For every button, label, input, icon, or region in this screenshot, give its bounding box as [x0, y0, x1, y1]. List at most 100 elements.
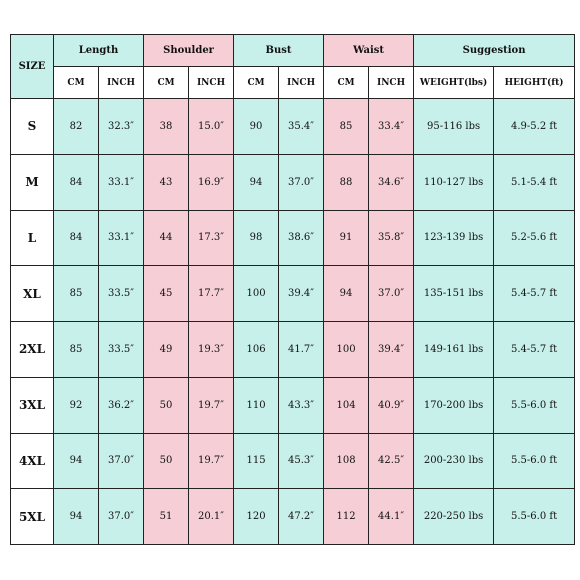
- table-cell: 37.0″: [368, 265, 415, 322]
- unit-header: CM: [53, 66, 99, 99]
- table-row: 4XL 94 37.0″ 50 19.7″ 115 45.3″ 108 42.5″ 200-230…: [10, 432, 576, 490]
- group-header-shoulder: Shoulder: [143, 34, 235, 67]
- group-header-bust: Bust: [233, 34, 325, 67]
- table-cell: 35.4″: [278, 98, 325, 155]
- size-chart-table: SIZE Length Shoulder Bust Waist Suggesti…: [10, 34, 576, 545]
- table-cell: 33.1″: [97, 209, 145, 267]
- table-cell: 5.4-5.7 ft: [493, 265, 576, 322]
- table-row: 5XL 94 37.0″ 51 20.1″ 120 47.2″ 112 44.1″ 220-250…: [10, 488, 576, 545]
- unit-header: INCH: [278, 66, 325, 99]
- table-cell: 39.4″: [368, 321, 415, 378]
- table-cell: 43.3″: [278, 376, 325, 434]
- table-cell: 88: [323, 153, 370, 211]
- table-cell: 20.1″: [188, 488, 235, 545]
- table-cell: 47.2″: [278, 488, 325, 545]
- table-cell: 37.0″: [97, 488, 145, 545]
- size-label: M: [10, 153, 54, 211]
- table-cell: 45: [143, 265, 190, 322]
- table-cell: 200-230 lbs: [413, 432, 495, 490]
- table-cell: 110: [233, 376, 280, 434]
- unit-header: HEIGHT(ft): [493, 66, 576, 99]
- table-cell: 5.2-5.6 ft: [493, 209, 576, 267]
- size-label: L: [10, 209, 54, 267]
- table-body: S 82 32.3″ 38 15.0″ 90 35.4″ 85 33.4″ 95-116 lbs 4…: [10, 98, 576, 545]
- table-cell: 39.4″: [278, 265, 325, 322]
- table-cell: 220-250 lbs: [413, 488, 495, 545]
- size-label: S: [10, 98, 54, 155]
- unit-header: CM: [323, 66, 370, 99]
- unit-header: INCH: [97, 66, 145, 99]
- table-cell: 44.1″: [368, 488, 415, 545]
- table-cell: 38: [143, 98, 190, 155]
- table-cell: 91: [323, 209, 370, 267]
- group-header-suggestion: Suggestion: [413, 34, 576, 67]
- table-cell: 85: [323, 98, 370, 155]
- table-cell: 35.8″: [368, 209, 415, 267]
- table-cell: 19.7″: [188, 376, 235, 434]
- table-cell: 42.5″: [368, 432, 415, 490]
- size-label: 5XL: [10, 488, 54, 545]
- table-cell: 110-127 lbs: [413, 153, 495, 211]
- table-cell: 51: [143, 488, 190, 545]
- table-cell: 33.4″: [368, 98, 415, 155]
- table-cell: 94: [53, 432, 99, 490]
- size-label: XL: [10, 265, 54, 322]
- table-cell: 5.5-6.0 ft: [493, 376, 576, 434]
- table-cell: 33.1″: [97, 153, 145, 211]
- unit-header: CM: [143, 66, 190, 99]
- table-cell: 19.7″: [188, 432, 235, 490]
- table-cell: 108: [323, 432, 370, 490]
- table-cell: 50: [143, 376, 190, 434]
- table-cell: 85: [53, 321, 99, 378]
- table-row: 2XL 85 33.5″ 49 19.3″ 106 41.7″ 100 39.4″ 149-161…: [10, 321, 576, 378]
- table-cell: 33.5″: [97, 265, 145, 322]
- table-cell: 5.5-6.0 ft: [493, 432, 576, 490]
- table-cell: 5.4-5.7 ft: [493, 321, 576, 378]
- table-cell: 120: [233, 488, 280, 545]
- table-header: SIZE Length Shoulder Bust Waist Suggesti…: [10, 34, 576, 99]
- size-label: 4XL: [10, 432, 54, 490]
- table-cell: 92: [53, 376, 99, 434]
- table-cell: 100: [323, 321, 370, 378]
- group-header-length: Length: [52, 34, 145, 67]
- table-cell: 17.7″: [188, 265, 235, 322]
- table-cell: 94: [233, 153, 280, 211]
- table-cell: 4.9-5.2 ft: [493, 98, 576, 155]
- table-cell: 135-151 lbs: [413, 265, 495, 322]
- table-cell: 44: [143, 209, 190, 267]
- table-cell: 123-139 lbs: [413, 209, 495, 267]
- table-cell: 85: [53, 265, 99, 322]
- table-cell: 84: [53, 153, 99, 211]
- table-cell: 45.3″: [278, 432, 325, 490]
- table-cell: 98: [233, 209, 280, 267]
- table-cell: 104: [323, 376, 370, 434]
- unit-header: INCH: [368, 66, 415, 99]
- table-cell: 37.0″: [97, 432, 145, 490]
- table-cell: 100: [233, 265, 280, 322]
- table-cell: 17.3″: [188, 209, 235, 267]
- table-cell: 90: [233, 98, 280, 155]
- table-cell: 43: [143, 153, 190, 211]
- table-cell: 95-116 lbs: [413, 98, 495, 155]
- table-row: XL 85 33.5″ 45 17.7″ 100 39.4″ 94 37.0″ 135-151 l…: [10, 265, 576, 322]
- size-label: 2XL: [10, 321, 54, 378]
- table-cell: 106: [233, 321, 280, 378]
- table-row: L 84 33.1″ 44 17.3″ 98 38.6″ 91 35.8″ 123-139 lbs…: [10, 209, 576, 267]
- unit-header: INCH: [188, 66, 235, 99]
- table-cell: 37.0″: [278, 153, 325, 211]
- table-cell: 115: [233, 432, 280, 490]
- size-header: SIZE: [10, 34, 54, 99]
- table-cell: 49: [143, 321, 190, 378]
- table-row: S 82 32.3″ 38 15.0″ 90 35.4″ 85 33.4″ 95-116 lbs 4…: [10, 98, 576, 155]
- table-cell: 50: [143, 432, 190, 490]
- table-cell: 84: [53, 209, 99, 267]
- table-cell: 32.3″: [97, 98, 145, 155]
- table-cell: 112: [323, 488, 370, 545]
- size-label: 3XL: [10, 376, 54, 434]
- table-cell: 34.6″: [368, 153, 415, 211]
- table-cell: 38.6″: [278, 209, 325, 267]
- header-group-row: SIZE Length Shoulder Bust Waist Suggesti…: [10, 34, 576, 99]
- table-row: M 84 33.1″ 43 16.9″ 94 37.0″ 88 34.6″ 110-127 lbs…: [10, 153, 576, 211]
- table-cell: 170-200 lbs: [413, 376, 495, 434]
- table-cell: 40.9″: [368, 376, 415, 434]
